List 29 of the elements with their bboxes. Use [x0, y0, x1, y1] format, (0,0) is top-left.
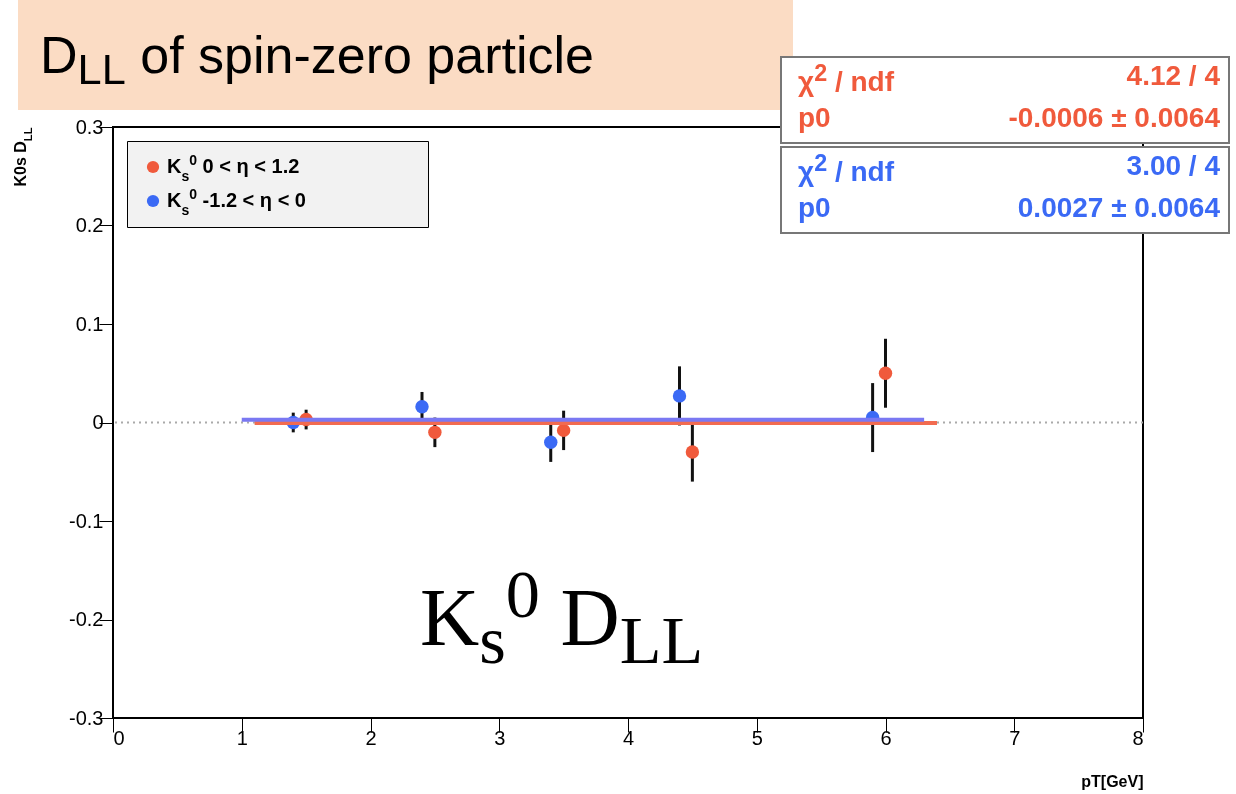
x-tick-label: 2	[365, 726, 377, 749]
annotation: p0	[798, 102, 831, 134]
chart-title: D$_{LL}$ of spin-zero particle	[18, 0, 793, 110]
x-tick-label: 5	[751, 726, 763, 749]
y-tick-label: -0.2	[69, 608, 104, 630]
x-axis-title: pT[GeV]	[1081, 772, 1144, 790]
y-tick-label: 0.1	[75, 312, 104, 335]
x-tick-label: 7	[1009, 726, 1021, 749]
x-tick-label: 6	[880, 726, 892, 749]
y-tick-label: -0.1	[69, 509, 104, 532]
annotation: p0	[798, 192, 831, 224]
y-tick-label: 0	[92, 411, 104, 433]
text: 4.12 / 4	[1126, 60, 1220, 92]
x-tick-label: 1	[236, 726, 248, 749]
x-tick-label: 3	[494, 726, 506, 749]
annotation: χ$^{2}$ / ndf	[798, 150, 894, 189]
x-tick-label: 8	[1132, 726, 1144, 749]
x-tick-label: 4	[622, 726, 635, 749]
annotation: 3.00 / 4	[1126, 150, 1220, 182]
annotation: 0.0027 ± 0.0064	[1017, 192, 1220, 224]
x-tick-label: 0	[113, 726, 125, 749]
y-tick-label: 0.3	[75, 115, 104, 138]
text: χ$^{2}$ / ndf	[798, 60, 894, 99]
legend-label: K$_{s}$$^{0}$ 0 < η < 1.2	[167, 152, 300, 184]
y-tick-label: 0.2	[75, 214, 104, 236]
annotation: -0.0006 ± 0.0064	[1008, 102, 1220, 134]
annotation: K$_{s}$$^{0}$ D$_{LL}$	[420, 555, 704, 680]
y-tick-label: -0.3	[69, 706, 104, 729]
legend-label: K$_{s}$$^{0}$ -1.2 < η < 0	[167, 186, 306, 218]
